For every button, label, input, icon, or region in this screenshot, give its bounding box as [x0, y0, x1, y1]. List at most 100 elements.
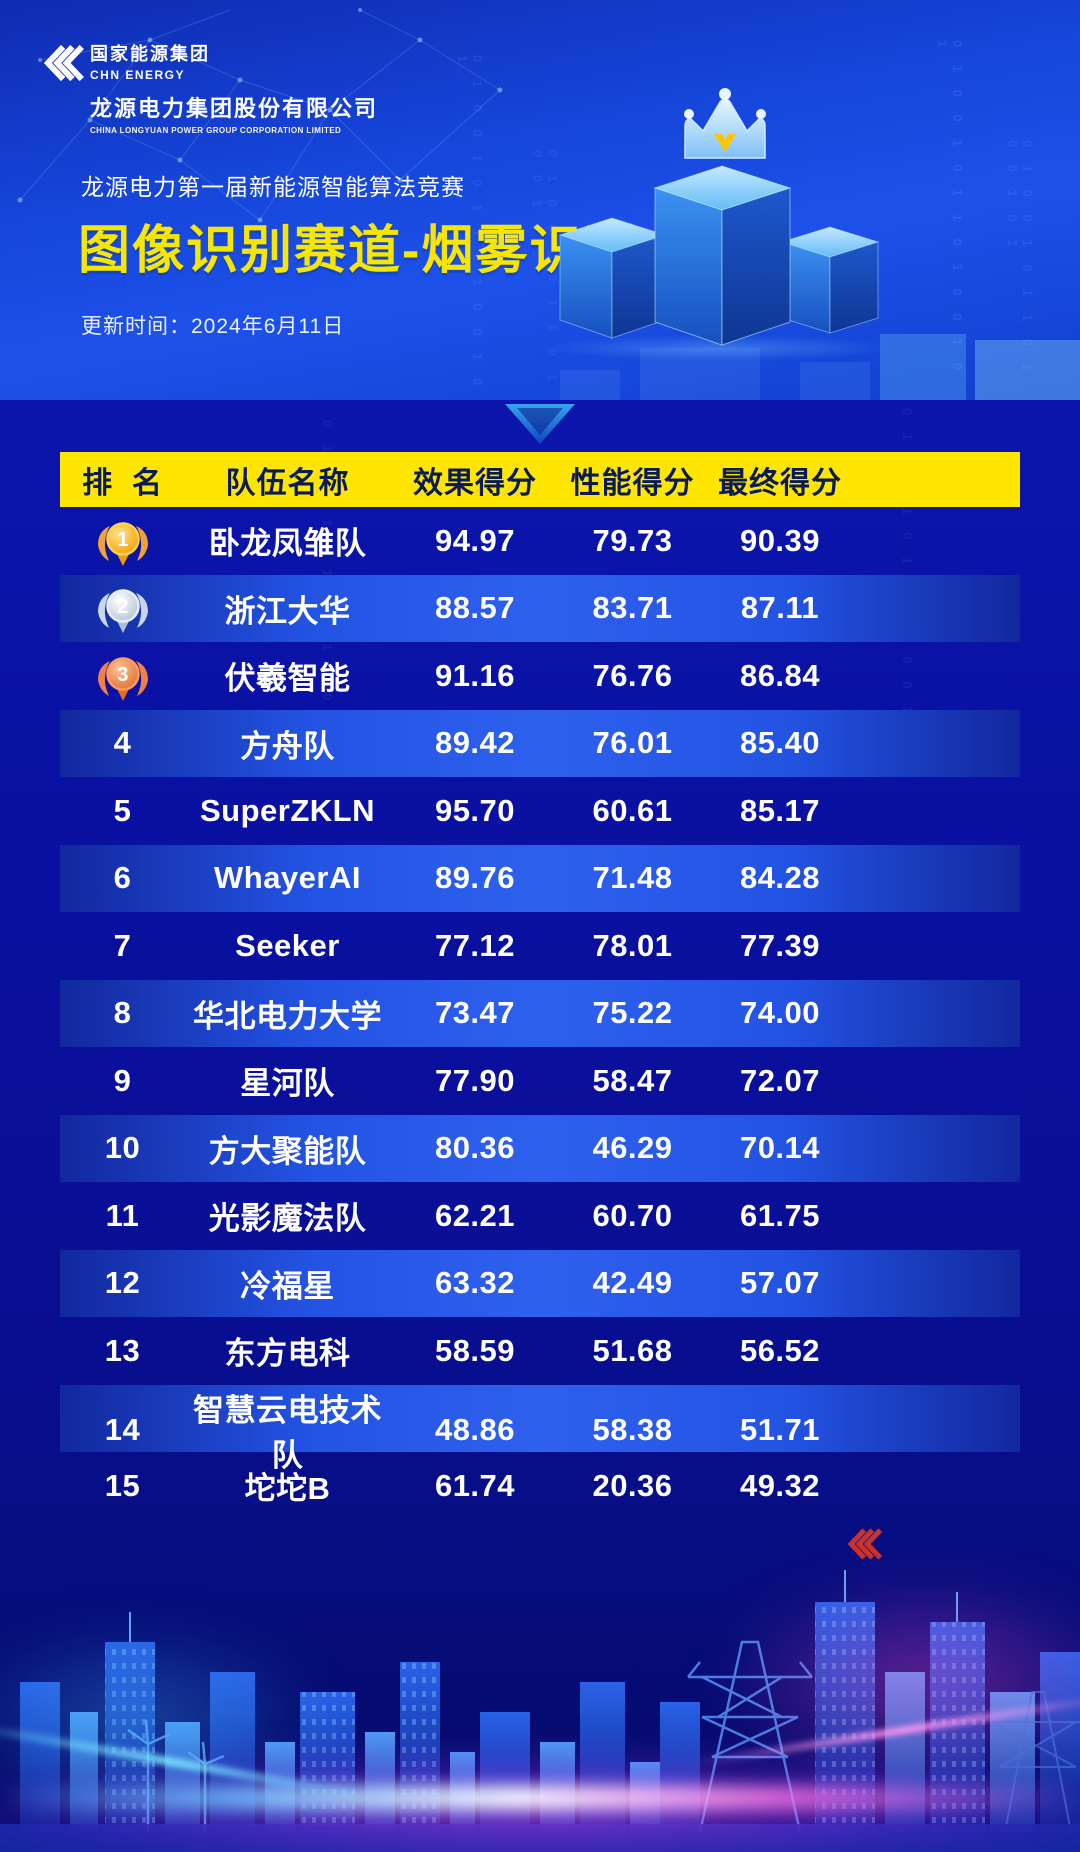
effect-score-cell: 91.16 [434, 657, 516, 693]
rank-cell: 12 [104, 1265, 141, 1301]
plexus-network-decoration [17, 8, 503, 223]
table-row: 14 智慧云电技术队 48.86 58.38 51.71 [60, 1384, 1020, 1473]
table-row: 3 伏羲智能 91.16 76.76 86.84 [60, 642, 1020, 710]
final-score-cell: 87.11 [740, 590, 820, 626]
skyline-buildings [20, 1570, 1080, 1832]
tech-block-decoration [880, 334, 966, 400]
effect-score-cell: 77.90 [434, 1062, 516, 1098]
final-score-cell: 85.40 [739, 725, 821, 761]
tech-block-decoration [975, 340, 1080, 400]
table-body: 1 卧龙凤雏队 94.97 79.73 90.39 2 浙江大华 88.57 8… [60, 507, 1020, 1520]
final-score-cell: 85.17 [739, 792, 821, 828]
binary-decoration: 0 1 0 0 1 0 1 1 0 1 0 0 1 0 1 [935, 40, 965, 378]
binary-decoration: 0 1 0 0 1 0 1 1 0 1 0 0 1 0 1 [1005, 140, 1035, 378]
table-row: 7 Seeker 77.12 78.01 77.39 [60, 912, 1020, 980]
table-row: 15 坨坨B 61.74 20.36 49.32 [60, 1452, 1020, 1520]
company-name-cn: 龙源电力集团股份有限公司 [90, 96, 379, 121]
perf-score-cell: 76.01 [592, 725, 673, 761]
effect-score-cell: 89.76 [434, 860, 516, 896]
team-name-cell: 方大聚能队 [208, 1133, 367, 1169]
rank-cell: 1 [60, 515, 185, 567]
final-score-cell: 51.71 [739, 1411, 821, 1447]
gold-medal-icon: 1 [97, 522, 148, 566]
final-score-cell: 84.28 [739, 860, 821, 896]
final-score-cell: 49.32 [739, 1467, 821, 1503]
effect-score-cell: 63.32 [434, 1265, 516, 1301]
effect-score-cell: 94.97 [434, 522, 516, 558]
chn-energy-mark-red-icon [847, 1528, 883, 1560]
rank-cell: 9 [113, 1062, 132, 1098]
podium-illustration [545, 88, 895, 360]
tech-block-decoration [800, 362, 870, 400]
team-name-cell: Seeker [235, 927, 340, 963]
rank-cell: 6 [113, 860, 132, 896]
perf-score-cell: 79.73 [592, 522, 673, 558]
effect-score-cell: 73.47 [434, 995, 516, 1031]
team-name-cell: 冷福星 [240, 1268, 335, 1304]
competition-subtitle: 龙源电力第一届新能源智能算法竞赛 [81, 174, 465, 200]
perf-score-cell: 71.48 [592, 860, 673, 896]
team-name-cell: 华北电力大学 [193, 998, 382, 1034]
team-name-cell: SuperZKLN [200, 792, 375, 828]
effect-score-cell: 61.74 [434, 1467, 516, 1503]
org-name-cn: 国家能源集团 [90, 44, 210, 64]
table-row: 11 光影魔法队 62.21 60.70 61.75 [60, 1182, 1020, 1250]
perf-score-cell: 20.36 [592, 1467, 673, 1503]
perf-score-cell: 60.61 [592, 792, 673, 828]
transmission-tower [687, 1640, 813, 1833]
table-row: 5 SuperZKLN 95.70 60.61 85.17 [60, 777, 1020, 845]
team-name-cell: 智慧云电技术队 [193, 1392, 382, 1473]
update-time: 更新时间：2024年6月11日 [81, 315, 345, 338]
final-score-cell: 61.75 [739, 1197, 821, 1233]
tech-block-decoration [560, 370, 620, 400]
effect-score-cell: 58.59 [434, 1332, 516, 1368]
table-header-row: 排 名 队伍名称 效果得分 性能得分 最终得分 [60, 452, 1020, 507]
perf-score-cell: 46.29 [592, 1130, 673, 1166]
final-score-cell: 72.07 [739, 1062, 821, 1098]
final-score-cell: 57.07 [739, 1265, 821, 1301]
bronze-medal-icon: 3 [97, 657, 148, 701]
rank-cell: 13 [104, 1332, 141, 1368]
team-name-cell: 方舟队 [240, 728, 335, 764]
podium-center-pillar [653, 165, 792, 346]
city-skyline-illustration [0, 1570, 1080, 1852]
rank-cell: 4 [113, 725, 132, 761]
hero-section: 0 1 0 0 1 0 1 1 0 1 0 0 1 0 1 0 1 0 0 1 … [0, 0, 1080, 400]
team-name-cell: WhayerAI [214, 860, 361, 896]
effect-score-cell: 95.70 [434, 792, 516, 828]
table-row: 13 东方电科 58.59 51.68 56.52 [60, 1317, 1020, 1385]
rank-cell: 3 [60, 650, 185, 702]
table-row: 8 华北电力大学 73.47 75.22 74.00 [60, 979, 1020, 1047]
org-name-en: CHN ENERGY [90, 68, 186, 82]
perf-score-cell: 60.70 [592, 1197, 673, 1233]
leaderboard-section: 0 1 0 0 1 0 1 1 0 1 0 0 1 0 1 0 1 0 0 1 … [0, 400, 1080, 1852]
team-name-cell: 浙江大华 [224, 593, 351, 629]
perf-score-cell: 83.71 [592, 590, 673, 626]
effect-score-cell: 77.12 [434, 927, 516, 963]
svg-text:2: 2 [117, 596, 129, 618]
final-score-cell: 74.00 [739, 995, 821, 1031]
svg-text:1: 1 [117, 529, 129, 551]
effect-score-cell: 80.36 [434, 1130, 516, 1166]
table-row: 9 星河队 77.90 58.47 72.07 [60, 1047, 1020, 1115]
rank-cell: 15 [104, 1467, 141, 1503]
podium-glow [545, 335, 895, 360]
binary-decoration: 0 1 0 0 1 0 1 1 0 1 0 0 1 0 1 [455, 55, 485, 393]
final-score-cell: 56.52 [739, 1332, 821, 1368]
chn-energy-logo-icon [43, 44, 84, 82]
crown-icon [684, 88, 766, 159]
perf-score-cell: 78.01 [592, 927, 673, 963]
crown-v-mark [714, 134, 736, 152]
table-row: 10 方大聚能队 80.36 46.29 70.14 [60, 1114, 1020, 1182]
perf-score-cell: 51.68 [592, 1332, 673, 1368]
rank-cell: 5 [113, 792, 132, 828]
svg-text:3: 3 [117, 664, 129, 686]
team-name-cell: 伏羲智能 [224, 661, 351, 697]
leaderboard-table: 排 名 队伍名称 效果得分 性能得分 最终得分 1 卧龙凤雏队 94.97 79… [60, 452, 1020, 1520]
table-row: 6 WhayerAI 89.76 71.48 84.28 [60, 844, 1020, 912]
page-title: 图像识别赛道-烟雾识别 [78, 222, 638, 280]
rank-cell: 8 [113, 995, 132, 1031]
effect-score-cell: 48.86 [434, 1411, 516, 1447]
effect-score-cell: 62.21 [434, 1197, 516, 1233]
